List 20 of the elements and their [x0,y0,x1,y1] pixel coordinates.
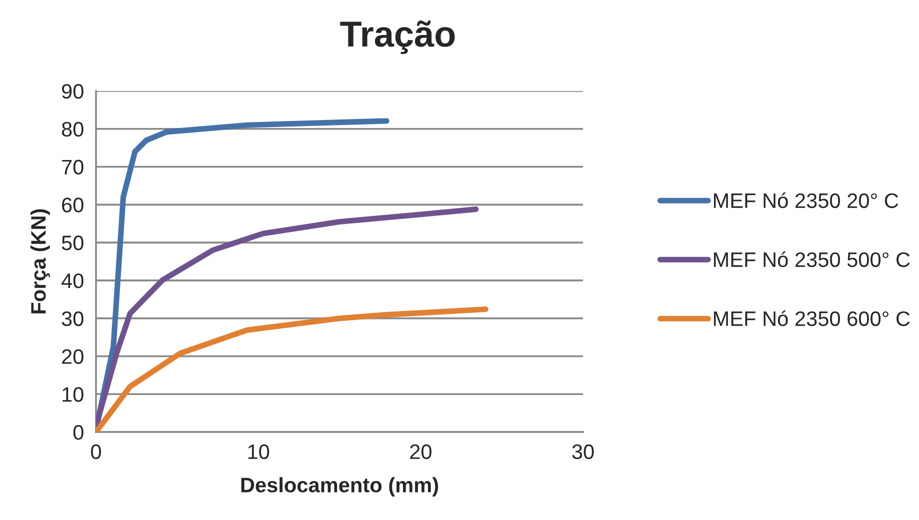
legend-label: MEF Nó 2350 600° C [714,310,910,326]
y-tick-label: 0 [73,425,84,440]
y-tick-label: 30 [62,311,84,326]
x-axis-title: Deslocamento (mm) [241,477,438,497]
y-tick-label: 50 [62,236,84,250]
x-tick-label: 20 [410,444,432,460]
y-tick-label: 60 [62,198,84,212]
y-axis-title: Força (KN) [30,209,50,314]
x-tick-label: 10 [248,444,270,460]
chart-title: Tração [340,20,455,54]
x-tick-label: 0 [91,444,101,460]
y-tick-label: 40 [62,273,84,288]
y-tick-label: 90 [62,84,84,99]
y-tick-label: 10 [62,387,84,402]
x-tick-label: 30 [572,444,594,460]
y-tick-label: 80 [62,122,84,137]
legend-label: MEF Nó 2350 20° C [714,192,898,208]
y-tick-label: 20 [62,349,84,364]
y-tick-label: 70 [62,160,84,175]
legend-label: MEF Nó 2350 500° C [714,252,910,268]
